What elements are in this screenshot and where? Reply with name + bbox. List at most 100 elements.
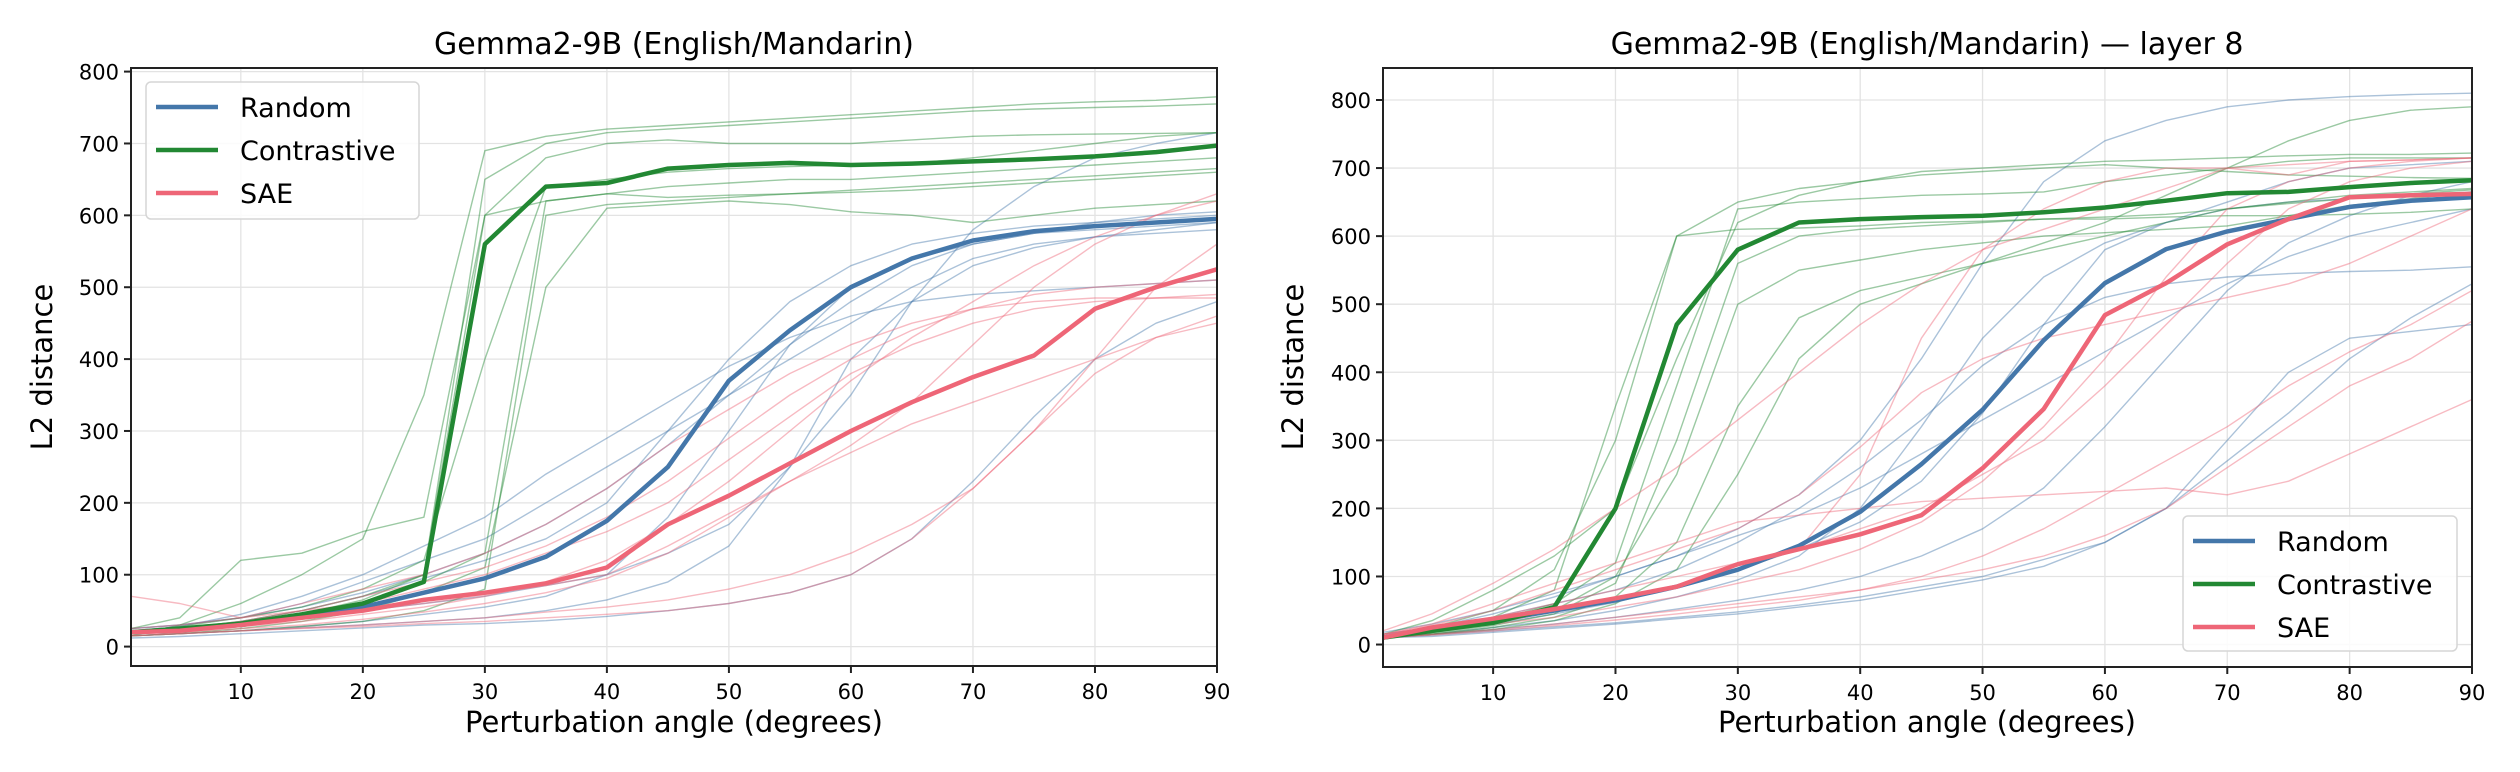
axes-frame <box>1382 67 2473 668</box>
run-line-sae <box>131 293 1217 619</box>
y-tick-label: 200 <box>79 492 119 516</box>
plot-area: 10 20 30 40 50 60 70 80 90 0 100 200 300 400 500 600 700… <box>79 61 1230 704</box>
right-chart-panel: Gemma2-9B (English/Mandarin) — layer 8 P… <box>1276 27 2485 739</box>
mean-line-contrastive <box>131 143 1217 635</box>
run-line-random <box>131 211 1217 630</box>
y-axis-label: L2 distance <box>1276 284 1310 451</box>
run-line-contrastive <box>131 96 1217 637</box>
y-tick-label: 700 <box>1331 157 1371 181</box>
run-line-contrastive <box>1383 208 2472 639</box>
chart-title: Gemma2-9B (English/Mandarin) <box>434 27 914 62</box>
x-tick-label: 90 <box>2459 681 2486 705</box>
left-chart-panel: Gemma2-9B (English/Mandarin) Perturbatio… <box>25 27 1230 739</box>
series-lines <box>131 96 1217 639</box>
y-tick-label: 700 <box>79 132 119 156</box>
run-line-random <box>131 229 1217 630</box>
x-tick-label: 50 <box>716 680 743 704</box>
run-line-contrastive <box>1383 106 2472 639</box>
run-line-contrastive <box>131 103 1217 633</box>
legend-item-contrastive: Contrastive <box>2193 570 2432 601</box>
legend-item-random: Random <box>156 93 352 124</box>
run-line-contrastive <box>1383 189 2472 639</box>
run-line-random <box>1383 323 2472 639</box>
y-tick-label: 100 <box>1331 565 1371 589</box>
run-line-contrastive <box>1383 163 2472 638</box>
run-line-contrastive <box>1383 152 2472 635</box>
axes-frame <box>130 67 1218 667</box>
run-line-sae <box>1383 157 2472 638</box>
x-tick-label: 40 <box>594 680 621 704</box>
plot-area: 10 20 30 40 50 60 70 80 90 0 100 200 300 400 500 600 700… <box>1331 67 2486 705</box>
run-line-contrastive <box>131 171 1217 630</box>
run-line-random <box>1383 92 2472 635</box>
x-axis-label: Perturbation angle (degrees) <box>1718 705 2136 739</box>
run-line-random <box>1383 160 2472 639</box>
run-line-contrastive <box>131 200 1217 637</box>
legend-label: Contrastive <box>240 136 395 167</box>
run-line-sae <box>1383 289 2472 639</box>
y-tick-label: 100 <box>79 564 119 588</box>
legend-label: Random <box>2277 527 2389 558</box>
mean-line-random <box>131 216 1217 635</box>
x-tick-label: 20 <box>1602 681 1629 705</box>
x-tick-label: 60 <box>838 680 865 704</box>
x-tick-label: 50 <box>1969 681 1996 705</box>
run-line-random <box>1383 208 2472 633</box>
y-tick-label: 600 <box>79 204 119 228</box>
y-tick-label: 800 <box>1331 89 1371 113</box>
x-tick-label: 90 <box>1204 680 1231 704</box>
run-line-sae <box>131 315 1217 633</box>
x-tick-label: 30 <box>471 680 498 704</box>
run-line-sae <box>131 322 1217 637</box>
y-axis-label: L2 distance <box>25 284 59 451</box>
run-line-random <box>1383 191 2472 638</box>
x-tick-label: 60 <box>2092 681 2119 705</box>
x-axis-label: Perturbation angle (degrees) <box>465 705 883 739</box>
legend-item-sae: SAE <box>2193 613 2330 644</box>
x-tick-label: 70 <box>960 680 987 704</box>
run-line-random <box>131 221 1217 637</box>
run-line-random <box>1383 283 2472 639</box>
legend-label: Random <box>240 93 352 124</box>
legend-label: Contrastive <box>2277 570 2432 601</box>
legend-item-contrastive: Contrastive <box>156 136 395 167</box>
chart-title: Gemma2-9B (English/Mandarin) — layer 8 <box>1611 27 2244 62</box>
y-tick-label: 200 <box>1331 497 1371 521</box>
series-lines <box>1383 92 2472 640</box>
legend-item-random: Random <box>2193 527 2389 558</box>
y-tick-label: 300 <box>79 420 119 444</box>
run-line-contrastive <box>1383 187 2472 639</box>
run-line-random <box>131 214 1217 633</box>
mean-line-sae <box>131 267 1217 635</box>
y-tick-label: 800 <box>79 61 119 85</box>
x-tick-label: 10 <box>1480 681 1507 705</box>
y-tick-label: 400 <box>79 348 119 372</box>
y-tick-label: 0 <box>1358 634 1371 658</box>
legend-label: SAE <box>2277 613 2330 644</box>
y-tick-label: 0 <box>106 636 119 660</box>
y-tick-label: 500 <box>1331 293 1371 317</box>
legend-label: SAE <box>240 179 293 210</box>
y-tick-label: 400 <box>1331 361 1371 385</box>
y-tick-label: 300 <box>1331 429 1371 453</box>
run-line-sae <box>131 297 1217 630</box>
x-tick-label: 40 <box>1847 681 1874 705</box>
run-line-sae <box>1383 320 2472 639</box>
legend: Random Contrastive SAE <box>2182 515 2458 652</box>
run-line-random <box>1383 181 2472 639</box>
x-tick-label: 10 <box>227 680 254 704</box>
legend-box <box>2182 515 2458 652</box>
legend: Random Contrastive SAE <box>145 81 420 220</box>
legend-box <box>145 81 420 220</box>
legend-item-sae: SAE <box>156 179 293 210</box>
run-line-random <box>131 279 1217 633</box>
run-line-sae <box>1383 157 2472 632</box>
run-line-random <box>131 300 1217 639</box>
run-line-sae <box>131 243 1217 637</box>
mean-line-sae <box>1383 191 2472 640</box>
y-tick-label: 500 <box>79 276 119 300</box>
x-tick-label: 80 <box>1082 680 1109 704</box>
y-tick-label: 600 <box>1331 225 1371 249</box>
run-line-sae <box>131 279 1217 633</box>
